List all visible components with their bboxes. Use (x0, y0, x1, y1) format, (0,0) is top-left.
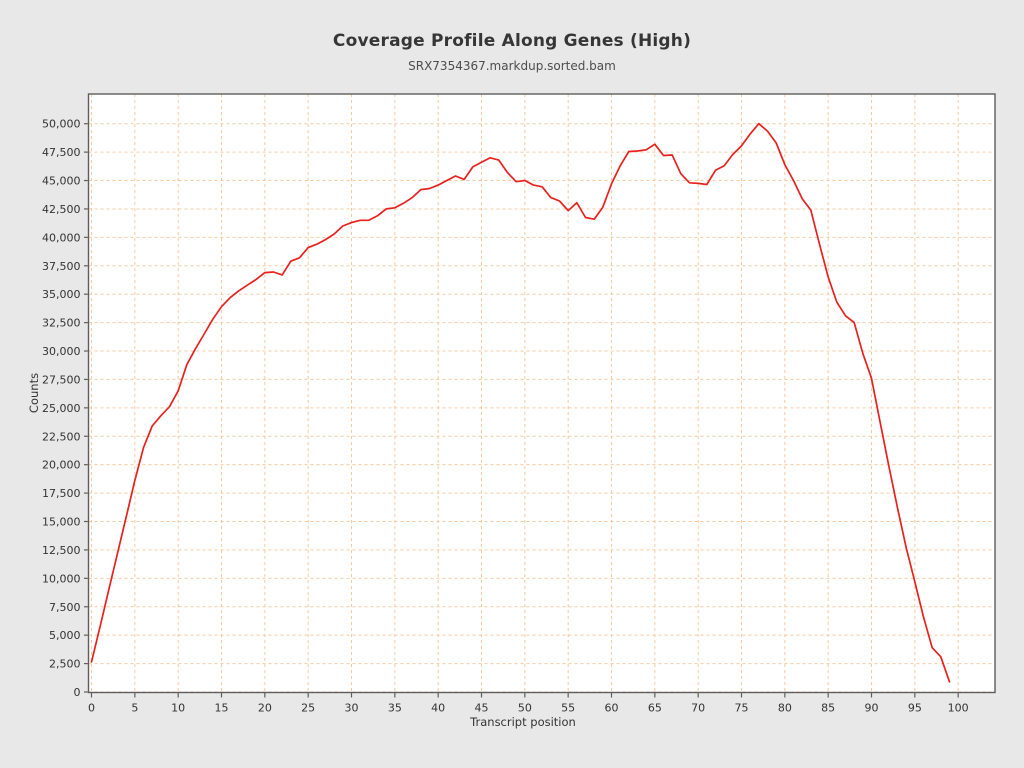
plot-frame (87, 93, 996, 694)
y-tick-label: 35,000 (42, 288, 81, 301)
x-tick-label: 0 (88, 702, 95, 715)
y-tick-label: 42,500 (42, 203, 81, 216)
x-tick-label: 35 (388, 702, 402, 715)
x-axis-title: Transcript position (469, 715, 576, 729)
x-tick-label: 20 (258, 702, 272, 715)
y-tick-label: 30,000 (42, 345, 81, 358)
x-tick-label: 40 (431, 702, 445, 715)
series-lines (90, 122, 951, 683)
y-axis-title: Counts (27, 373, 41, 413)
x-tick-label: 90 (865, 702, 879, 715)
x-tick-label: 15 (215, 702, 229, 715)
y-tick-label: 40,000 (42, 231, 81, 244)
x-tick-label: 55 (561, 702, 575, 715)
x-tick-labels: 0 5 10 15 20 25 30 35 40 45 50 55 60 65 70 75 80 85 90 95 10… (88, 702, 969, 715)
x-tick-label: 100 (948, 702, 969, 715)
y-tick-label: 5,000 (49, 629, 81, 642)
plot-area (88, 94, 995, 693)
y-tick-label: 27,500 (42, 373, 81, 386)
x-tick-label: 10 (171, 702, 185, 715)
y-tick-label: 17,500 (42, 487, 81, 500)
x-tick-label: 85 (821, 702, 835, 715)
y-tick-label: 22,500 (42, 430, 81, 443)
x-tick-label: 95 (908, 702, 922, 715)
x-tick-label: 5 (131, 702, 138, 715)
x-tick-label: 30 (345, 702, 359, 715)
chart-title: Coverage Profile Along Genes (High) (332, 31, 692, 51)
y-tick-label: 7,500 (49, 601, 81, 614)
y-tick-label: 37,500 (42, 260, 81, 273)
x-tick-label: 50 (518, 702, 532, 715)
y-tick-labels: 0 2,500 5,000 7,500 10,000 12,500 15,000 17,500… (42, 118, 81, 699)
x-tick-label: 60 (605, 702, 619, 715)
x-tick-label: 70 (691, 702, 705, 715)
x-tick-label: 45 (475, 702, 489, 715)
gridlines (88, 94, 995, 693)
axis-ticks (84, 123, 959, 698)
y-tick-label: 47,500 (42, 146, 81, 159)
y-tick-label: 45,000 (42, 175, 81, 188)
y-tick-label: 15,000 (42, 516, 81, 529)
y-tick-label: 50,000 (42, 118, 81, 131)
x-tick-label: 75 (735, 702, 749, 715)
y-tick-label: 10,000 (42, 572, 81, 585)
y-tick-label: 0 (74, 686, 81, 699)
y-tick-label: 25,000 (42, 402, 81, 415)
y-tick-label: 32,500 (42, 317, 81, 330)
chart-subtitle: SRX7354367.markdup.sorted.bam (408, 59, 616, 73)
y-tick-label: 20,000 (42, 459, 81, 472)
x-tick-label: 25 (301, 702, 315, 715)
y-tick-label: 2,500 (49, 658, 81, 671)
x-tick-label: 80 (778, 702, 792, 715)
coverage-line (90, 122, 951, 683)
y-tick-label: 12,500 (42, 544, 81, 557)
x-tick-label: 65 (648, 702, 662, 715)
